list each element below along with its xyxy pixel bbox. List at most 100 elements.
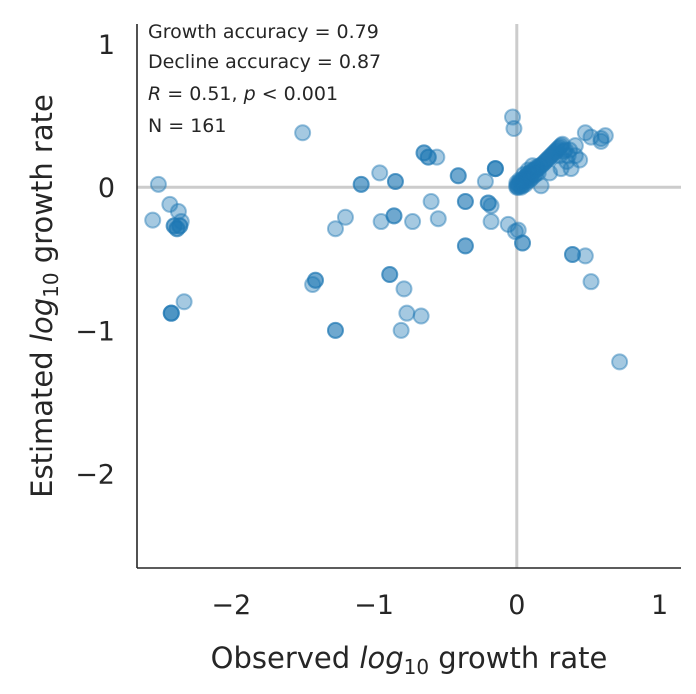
data-point [456, 193, 474, 211]
data-point [543, 145, 561, 163]
data-point [545, 144, 563, 162]
data-point [525, 161, 543, 179]
data-point [519, 161, 537, 179]
data-point [539, 150, 557, 168]
data-point [509, 221, 527, 239]
data-point [386, 172, 404, 190]
data-point [532, 177, 550, 195]
data-point [486, 160, 504, 178]
data-point [582, 128, 600, 146]
data-point [372, 213, 390, 231]
data-point [521, 171, 539, 189]
data-point [526, 165, 544, 183]
data-point [419, 148, 437, 166]
data-point [476, 172, 494, 190]
p-symbol: p [243, 83, 256, 105]
data-point [336, 208, 354, 226]
x-tick-label: 0 [508, 590, 525, 621]
x-tick-label: 1 [651, 590, 668, 621]
data-point [169, 203, 187, 221]
data-point [551, 138, 569, 156]
data-point [518, 167, 536, 185]
data-point [404, 213, 422, 231]
x-axis-label: Observed log10 growth rate [211, 641, 608, 679]
data-point [522, 170, 540, 188]
r-value: = 0.51, [161, 83, 243, 105]
data-point [548, 141, 566, 159]
data-point [536, 152, 554, 170]
data-point [535, 154, 553, 172]
data-point [538, 151, 556, 169]
data-point [508, 174, 526, 192]
data-point [529, 164, 547, 182]
data-point [479, 194, 497, 212]
data-point [596, 127, 614, 145]
data-point [558, 152, 576, 170]
data-point [511, 177, 529, 195]
y-label-log: log [25, 298, 59, 342]
data-point [509, 178, 527, 196]
data-point [559, 147, 577, 165]
data-point [522, 162, 540, 180]
data-point [512, 175, 530, 193]
data-point [162, 304, 180, 322]
data-point [306, 271, 324, 289]
x-tick-label: −2 [211, 590, 251, 621]
data-point [512, 178, 530, 196]
data-point [516, 171, 534, 189]
data-point [576, 124, 594, 142]
data-point [521, 164, 539, 182]
p-value: < 0.001 [256, 83, 338, 105]
reference-lines [137, 24, 681, 568]
data-point [511, 174, 529, 192]
data-point [168, 220, 186, 238]
data-point [162, 304, 180, 322]
data-point [563, 245, 581, 263]
data-point [385, 207, 403, 225]
data-point [352, 175, 370, 193]
data-point [562, 160, 580, 178]
data-point [514, 177, 532, 195]
n-annotation: N = 161 [148, 115, 226, 137]
data-point [165, 217, 183, 235]
y-tick-label: 0 [98, 173, 115, 204]
data-point [592, 130, 610, 148]
data-point [449, 167, 467, 185]
data-point [542, 147, 560, 165]
data-point [395, 280, 413, 298]
data-point [456, 193, 474, 211]
data-point [519, 168, 537, 186]
data-point [529, 160, 547, 178]
data-point [506, 223, 524, 241]
y-tick-labels: 1 0 −1 −2 [75, 30, 115, 490]
data-point [449, 167, 467, 185]
data-point [499, 215, 517, 233]
data-point [144, 211, 162, 229]
data-point [531, 157, 549, 175]
data-point [553, 135, 571, 153]
data-point [456, 237, 474, 255]
data-point [486, 160, 504, 178]
data-point [556, 141, 574, 159]
data-point [304, 276, 322, 294]
x-tick-label: −1 [354, 590, 394, 621]
data-point [508, 177, 526, 195]
data-point [352, 175, 370, 193]
x-label-sub: 10 [404, 655, 429, 679]
data-point [571, 151, 589, 169]
data-point [386, 172, 404, 190]
x-label-log: log [359, 641, 403, 675]
data-point [428, 148, 446, 166]
data-point [516, 168, 534, 186]
data-point [541, 164, 559, 182]
data-point [422, 193, 440, 211]
y-tick-label: −1 [75, 316, 115, 347]
data-point [552, 137, 570, 155]
data-point [419, 148, 437, 166]
data-point [566, 147, 584, 165]
data-point [552, 160, 570, 178]
r-symbol: R [148, 83, 161, 105]
data-point [429, 210, 447, 228]
data-point [514, 234, 532, 252]
